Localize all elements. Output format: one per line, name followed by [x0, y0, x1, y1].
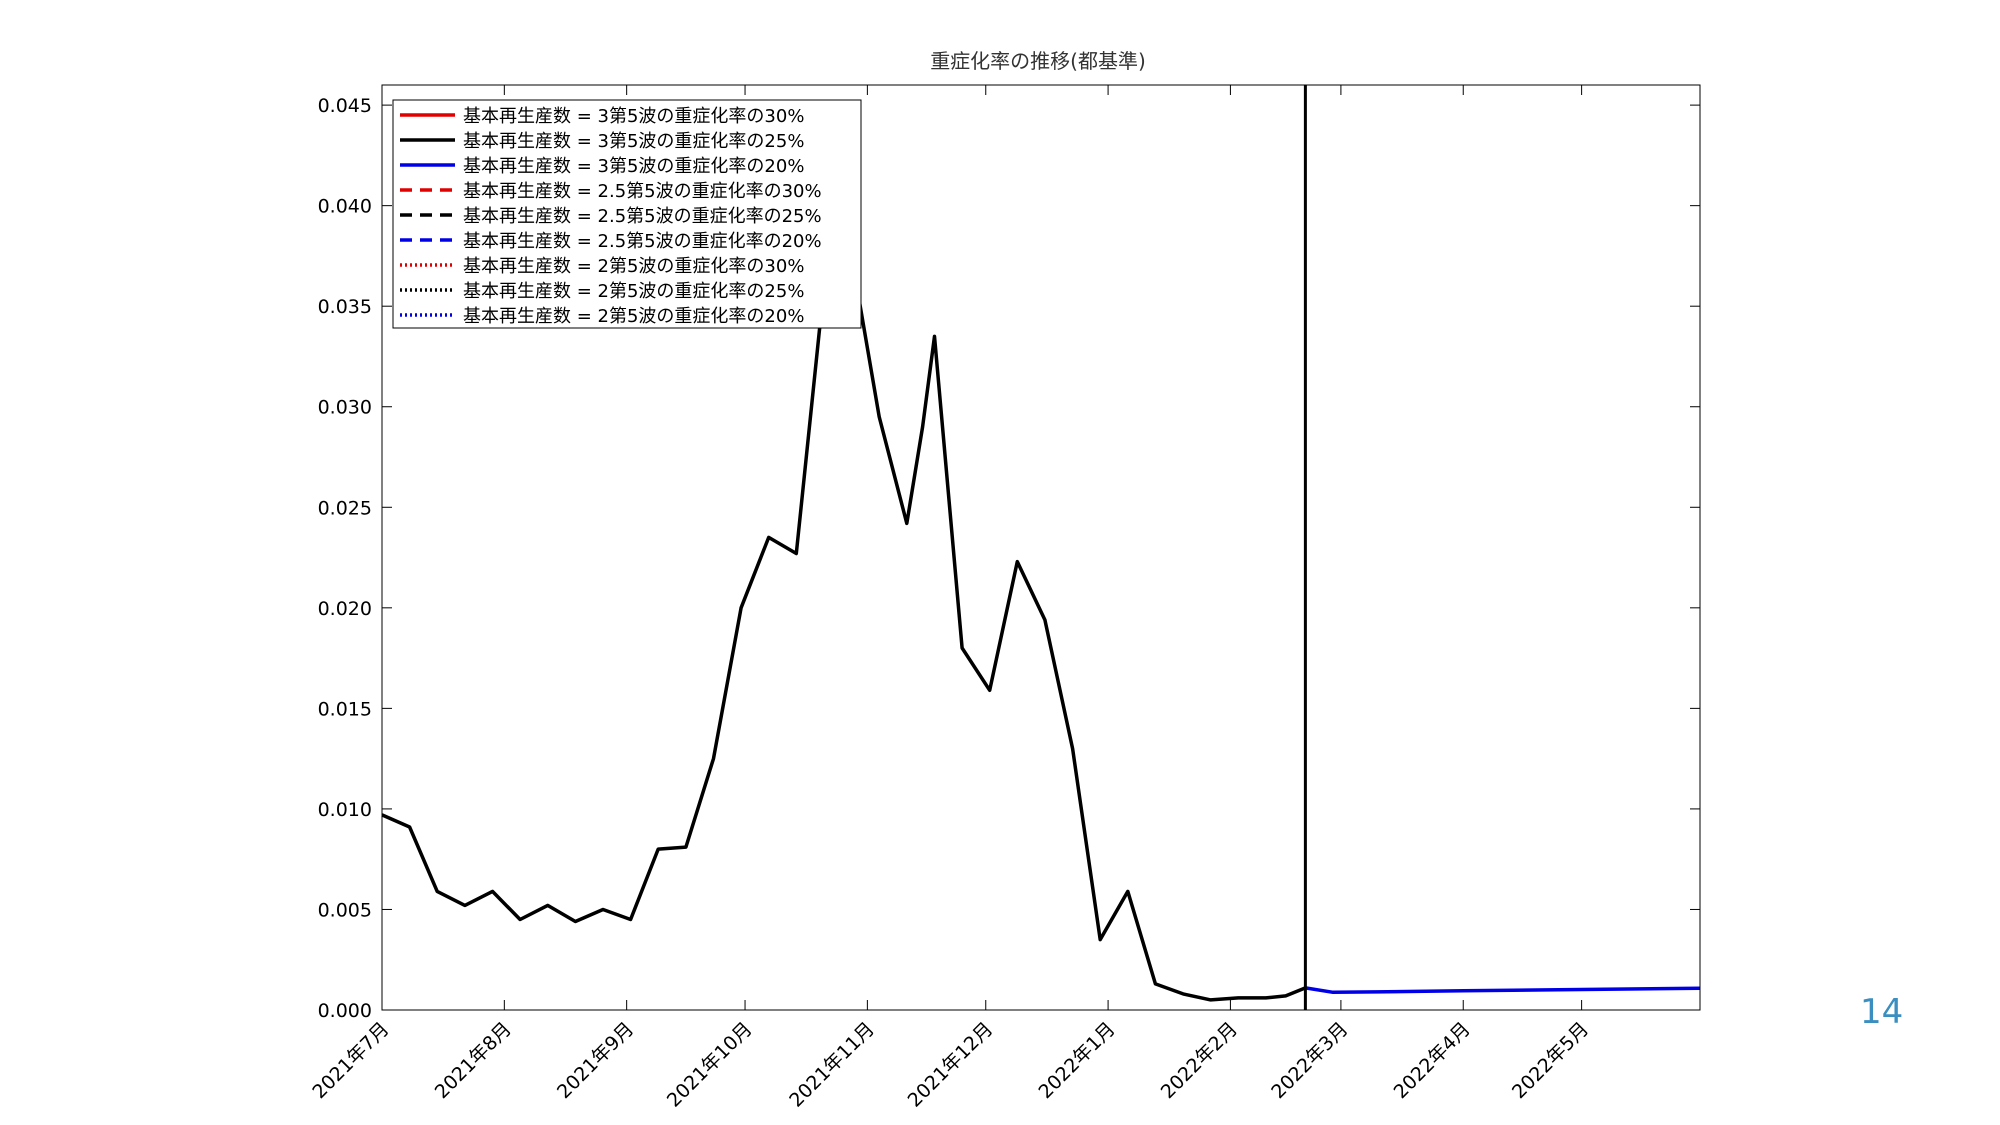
legend-label: 基本再生産数 = 2.5第5波の重症化率の25% — [463, 206, 822, 227]
x-tick-label: 2021年11月 — [785, 1018, 879, 1112]
x-tick-label: 2022年5月 — [1508, 1018, 1593, 1103]
legend-label: 基本再生産数 = 3第5波の重症化率の25% — [463, 131, 804, 152]
legend-label: 基本再生産数 = 2.5第5波の重症化率の30% — [463, 181, 822, 202]
x-tick-label: 2021年10月 — [663, 1018, 757, 1112]
plot-frame — [381, 84, 1701, 1011]
y-tick-label: 0.040 — [318, 196, 372, 218]
projection-line — [1305, 986, 1701, 995]
x-tick-label: 2021年12月 — [904, 1018, 998, 1112]
y-tick-label: 0.020 — [318, 598, 372, 620]
x-tick-label: 2021年9月 — [553, 1018, 638, 1103]
legend-label: 基本再生産数 = 3第5波の重症化率の30% — [463, 106, 804, 127]
legend-label: 基本再生産数 = 3第5波の重症化率の20% — [463, 156, 804, 177]
y-tick-label: 0.005 — [318, 899, 372, 921]
legend-label: 基本再生産数 = 2第5波の重症化率の25% — [463, 281, 804, 302]
x-tick-label: 2022年2月 — [1157, 1018, 1242, 1103]
y-tick-label: 0.045 — [318, 95, 372, 117]
y-tick-label: 0.030 — [318, 397, 372, 419]
y-tick-label: 0.025 — [318, 497, 372, 519]
y-tick-label: 0.035 — [318, 296, 372, 318]
y-tick-label: 0.010 — [318, 799, 372, 821]
x-tick-label: 2021年8月 — [431, 1018, 516, 1103]
y-tick-label: 0.000 — [318, 1000, 372, 1022]
x-tick-label: 2022年1月 — [1034, 1018, 1119, 1103]
legend-label: 基本再生産数 = 2第5波の重症化率の30% — [463, 256, 804, 277]
legend-label: 基本再生産数 = 2.5第5波の重症化率の20% — [463, 231, 822, 252]
legend: 基本再生産数 = 3第5波の重症化率の30% 基本再生産数 = 3第5波の重症化率… — [392, 99, 862, 329]
y-tick-label: 0.015 — [318, 698, 372, 720]
x-tick-label: 2021年7月 — [308, 1018, 393, 1103]
legend-label: 基本再生産数 = 2第5波の重症化率の20% — [463, 306, 804, 327]
legend-box — [392, 99, 862, 329]
chart-title: 重症化率の推移(都基準) — [930, 49, 1146, 73]
x-tick-label: 2022年4月 — [1390, 1018, 1475, 1103]
x-tick-label: 2022年3月 — [1267, 1018, 1352, 1103]
page-number: 14 — [1860, 992, 1904, 1032]
